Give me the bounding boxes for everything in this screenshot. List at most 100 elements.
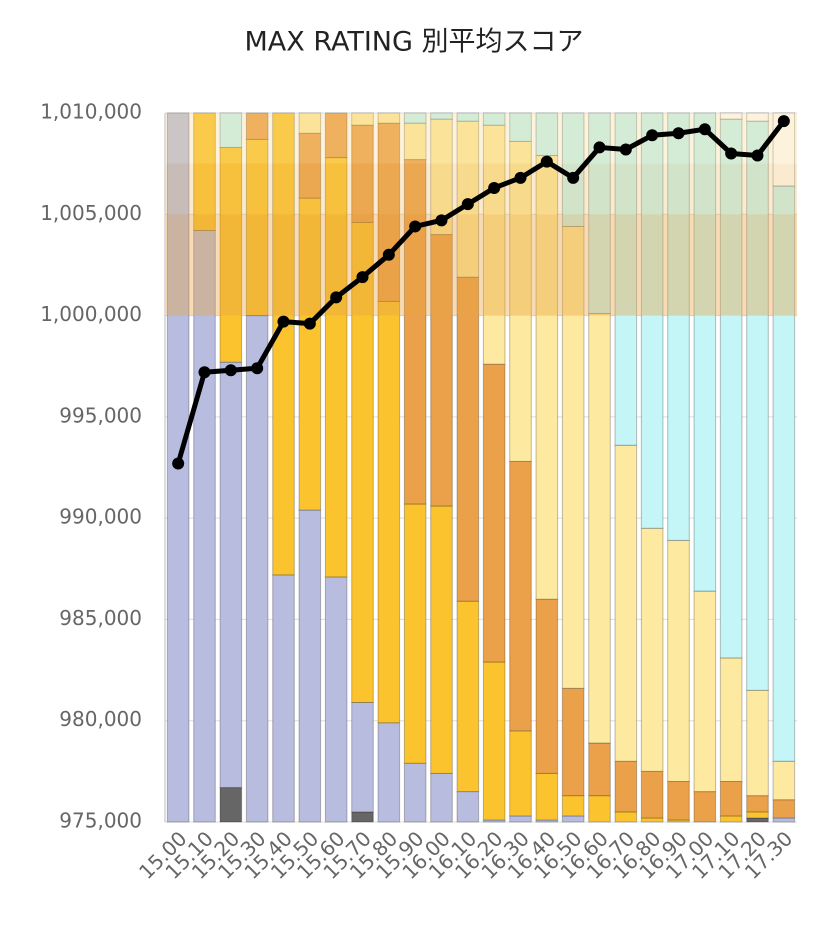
bar-segment (588, 313, 611, 744)
bar-segment (509, 112, 532, 142)
bar-segment (535, 112, 559, 157)
bar-segment (272, 574, 295, 823)
bar-segment (772, 817, 796, 823)
bar-segment (640, 817, 664, 823)
y-tick-label: 1,010,000 (40, 100, 142, 124)
average-point (461, 198, 474, 211)
bar-segment (245, 315, 269, 823)
bar-segment (535, 772, 559, 821)
bar-segment (746, 689, 769, 797)
bar-segment (509, 815, 532, 823)
bar-segment (746, 817, 769, 823)
bar-segment (719, 112, 743, 120)
bar-segment (772, 760, 796, 801)
average-point (488, 181, 501, 194)
bar-segment (535, 598, 559, 774)
bar-segment (482, 661, 506, 821)
bar-segment (324, 112, 348, 159)
y-tick-label: 995,000 (59, 403, 142, 427)
bar-segment (456, 112, 480, 122)
average-point (593, 141, 606, 154)
bar-segment (298, 509, 322, 823)
y-tick-label: 1,000,000 (40, 302, 142, 326)
bar-segment (588, 742, 611, 797)
bar-segment (456, 276, 480, 602)
bar-segment (377, 722, 401, 823)
bar-segment (561, 795, 585, 817)
bar-segment (746, 112, 769, 122)
bar-segment (482, 363, 506, 663)
bar-segment (509, 730, 532, 817)
average-point (751, 149, 764, 162)
y-tick-label: 985,000 (59, 606, 142, 630)
score-band (166, 214, 797, 316)
bar-segment (403, 112, 427, 124)
y-tick-label: 1,005,000 (40, 201, 142, 225)
bar-segment (693, 590, 717, 793)
bar-segment (614, 444, 638, 762)
average-point (277, 315, 290, 328)
bar-segment (377, 300, 401, 724)
average-point (251, 362, 264, 375)
bar-segment (561, 815, 585, 823)
average-point (303, 317, 316, 330)
bar-segment (219, 146, 243, 363)
bar-segment (403, 503, 427, 764)
bar-segment (324, 576, 348, 823)
bar-segment (245, 112, 269, 140)
bar-segment (298, 112, 322, 134)
average-point (672, 127, 685, 140)
average-point (540, 155, 553, 168)
bar-segment (219, 112, 243, 148)
bar-segment (509, 460, 532, 732)
bar-segment (640, 112, 664, 529)
bar-segment (219, 361, 243, 789)
bar-segment (614, 760, 638, 813)
average-point (698, 123, 711, 136)
bar-segment (640, 527, 664, 772)
average-point (435, 214, 448, 227)
bar-segment (614, 112, 638, 446)
average-point (777, 115, 790, 128)
bar-segment (193, 229, 216, 823)
average-point (224, 364, 237, 377)
bar-segment (403, 762, 427, 823)
bar-segment (693, 791, 717, 823)
bar-segment (719, 815, 743, 823)
bar-segment (561, 687, 585, 797)
bar-segment (219, 787, 243, 823)
bar-segment (351, 811, 374, 823)
bar-segment (588, 112, 611, 315)
bar-segment (430, 112, 453, 120)
average-point (646, 129, 659, 142)
bar-segment (667, 539, 690, 782)
bar-segment (430, 772, 453, 823)
bar-segment (746, 795, 769, 813)
average-point (330, 291, 343, 304)
bar-segment (640, 770, 664, 819)
average-point (356, 271, 369, 284)
average-point (567, 171, 580, 184)
score-band (166, 163, 797, 215)
bar-segment (693, 112, 717, 592)
bar-segment (456, 791, 480, 823)
average-point (514, 171, 527, 184)
bar-segment (193, 112, 216, 231)
bar-segment (351, 701, 374, 813)
y-tick-label: 980,000 (59, 707, 142, 731)
average-point (409, 220, 422, 233)
score-band (166, 113, 797, 164)
bar-segment (430, 505, 453, 774)
bar-segment (746, 811, 769, 819)
bar-segment (772, 799, 796, 819)
average-point (382, 248, 395, 261)
bar-segment (351, 112, 374, 126)
bar-segment (482, 819, 506, 823)
average-point (725, 147, 738, 160)
bar-segment (377, 112, 401, 124)
bar-segment (430, 234, 453, 507)
bar-segment (719, 657, 743, 782)
y-tick-label: 975,000 (59, 809, 142, 833)
